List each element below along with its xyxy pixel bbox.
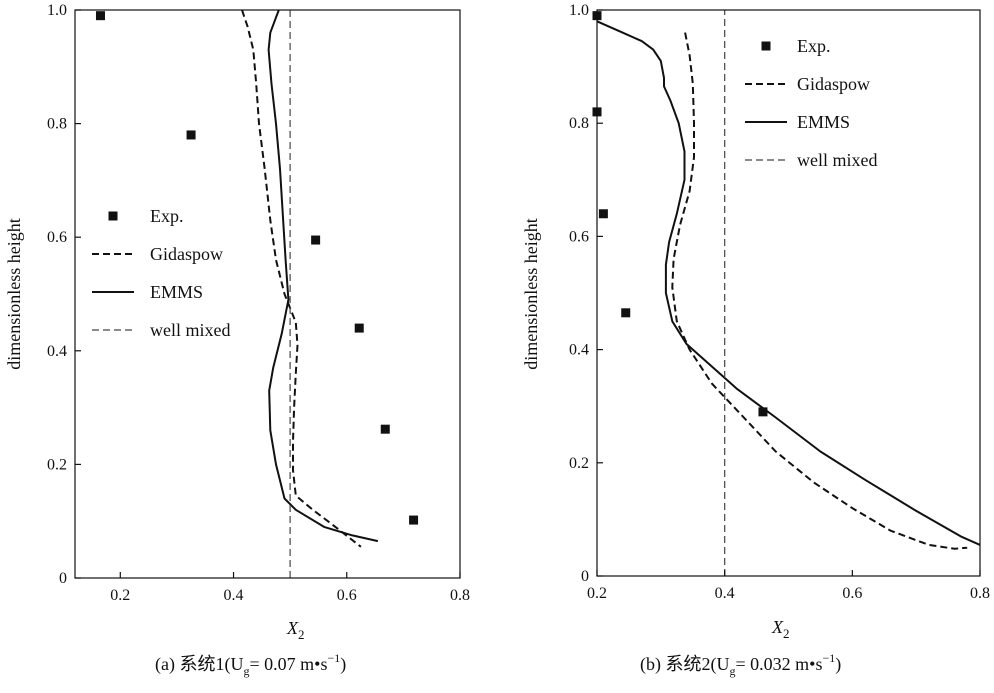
x-tick-label-b-1: 0.4 [715, 585, 735, 602]
legend-swatch-exp-b [761, 41, 771, 51]
caption-b: (b) 系统2(Ug= 0.032 m•s−1) [640, 651, 841, 678]
legend-label-well-mixed-a: well mixed [150, 320, 230, 340]
plot-frame-b [596, 9, 981, 577]
x-tick-label-a-2: 0.6 [337, 587, 357, 604]
x-tick-label-b-0: 0.2 [587, 585, 607, 602]
exp-point-b-3 [621, 308, 631, 318]
panel-b: 0.2 0.4 0.6 0.800.20.40.60.81.0 Exp.Gidaspo… [521, 2, 990, 678]
y-tick-label-b-4: 0.8 [569, 115, 589, 132]
y-tick-label-a-2: 0.4 [47, 343, 67, 360]
y-tick-label-a-5: 1.0 [47, 2, 67, 19]
exp-point-a-5 [409, 515, 419, 525]
legend-label-well-mixed-b: well mixed [797, 150, 877, 170]
exp-point-b-4 [758, 407, 768, 417]
legend-label-emms-b: EMMS [797, 112, 850, 132]
exp-point-b-2 [598, 209, 608, 219]
y-tick-label-b-5: 1.0 [569, 2, 589, 19]
exp-point-a-1 [186, 130, 196, 140]
x-tick-label-a-3: 0.8 [450, 587, 470, 604]
y-tick-label-b-1: 0.2 [569, 455, 589, 472]
y-tick-label-a-3: 0.6 [47, 229, 67, 246]
emms-line-a [267, 9, 379, 543]
gidaspow-line-a [241, 9, 362, 548]
caption-a: (a) 系统1(Ug= 0.07 m•s−1) [155, 651, 346, 678]
y-axis-label-b: dimensionless height [521, 218, 541, 370]
marks-b [592, 10, 981, 576]
marks-a [95, 9, 419, 578]
axis-ticks-a: 0.2 0.4 0.6 0.8 0 0.2 0.4 0.6 0.8 1.0 [47, 2, 470, 604]
x-axis-label-a: X2 [286, 618, 305, 642]
legend-label-gidaspow-b: Gidaspow [797, 74, 870, 94]
x-tick-label-b-2: 0.6 [842, 585, 862, 602]
y-tick-label-b-0: 0 [581, 568, 589, 585]
exp-point-a-4 [380, 424, 390, 434]
plot-frame-a [74, 9, 461, 579]
legend-label-emms-a: EMMS [150, 282, 203, 302]
y-tick-label-a-0: 0 [59, 570, 67, 587]
x-tick-label-a-1: 0.4 [224, 587, 244, 604]
exp-point-a-2 [311, 235, 321, 245]
legend-swatch-exp-a [108, 211, 118, 221]
legend-label-exp-b: Exp. [797, 36, 831, 56]
x-axis-label-b: X2 [771, 617, 790, 641]
gidaspow-line-b [671, 32, 968, 550]
legend-a: Exp. Gidaspow EMMS well mixed [92, 206, 230, 340]
legend-b: Exp. Gidaspow EMMS well mixed [745, 36, 877, 170]
x-tick-label-b-3: 0.8 [970, 585, 990, 602]
emms-line-b [596, 20, 981, 546]
y-tick-label-b-2: 0.4 [569, 342, 589, 359]
y-tick-label-a-1: 0.2 [47, 456, 67, 473]
y-tick-label-a-4: 0.8 [47, 116, 67, 133]
legend-label-gidaspow-a: Gidaspow [150, 244, 223, 264]
panel-a: 0.2 0.4 0.6 0.8 0 0.2 0.4 0.6 0.8 1.0 Exp. Gidaspo… [4, 2, 470, 678]
exp-point-a-0 [95, 11, 105, 21]
legend-label-exp-a: Exp. [150, 206, 184, 226]
x-tick-label-a-0: 0.2 [110, 587, 130, 604]
axis-ticks-b: 0.2 0.4 0.6 0.800.20.40.60.81.0 [569, 2, 990, 602]
exp-point-a-3 [354, 323, 364, 333]
y-tick-label-b-3: 0.6 [569, 228, 589, 245]
y-axis-label-a: dimensionless height [4, 218, 24, 370]
